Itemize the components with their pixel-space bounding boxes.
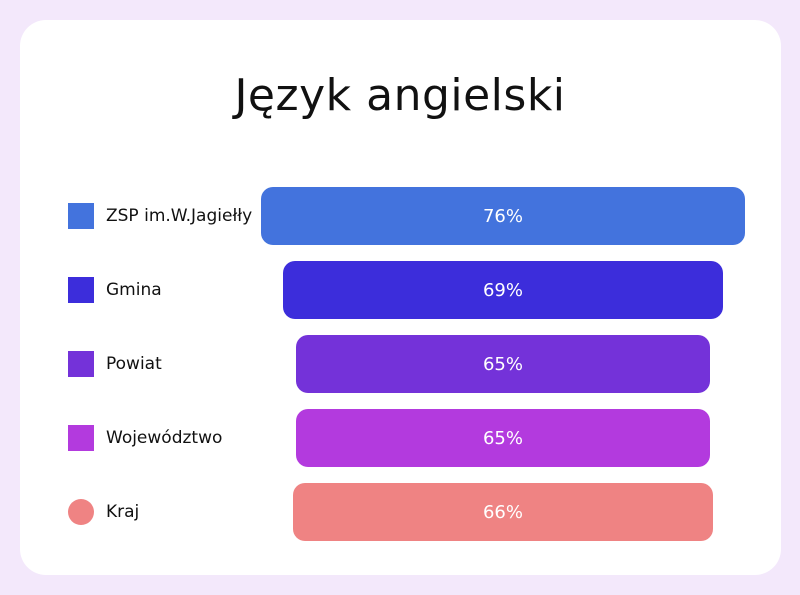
bar-value-label: 65%	[482, 353, 523, 375]
legend-label: Kraj	[106, 502, 140, 522]
bar-value-label: 69%	[482, 279, 523, 301]
bar-value-label: 66%	[482, 501, 523, 523]
bar-value-label: 76%	[482, 205, 523, 227]
bar-value-label: 65%	[482, 427, 523, 449]
legend-marker	[68, 499, 94, 525]
legend-marker	[68, 203, 94, 229]
bar: 76%	[261, 187, 745, 245]
bar: 65%	[296, 409, 710, 467]
legend-label: Powiat	[106, 354, 162, 374]
chart-row: Gmina 69%	[0, 261, 800, 319]
chart-row: Województwo 65%	[0, 409, 800, 467]
legend-marker	[68, 351, 94, 377]
legend-marker	[68, 425, 94, 451]
chart-row: ZSP im.W.Jagiełły 76%	[0, 187, 800, 245]
legend-label: ZSP im.W.Jagiełły	[106, 206, 253, 226]
chart-row: Powiat 65%	[0, 335, 800, 393]
bar: 66%	[292, 483, 714, 541]
legend-marker	[68, 277, 94, 303]
bar: 65%	[296, 335, 710, 393]
chart-row: Kraj 66%	[0, 483, 800, 541]
legend-label: Gmina	[106, 280, 162, 300]
legend-label: Województwo	[106, 428, 223, 448]
chart-title: Język angielski	[234, 70, 566, 121]
bar: 69%	[283, 261, 723, 319]
